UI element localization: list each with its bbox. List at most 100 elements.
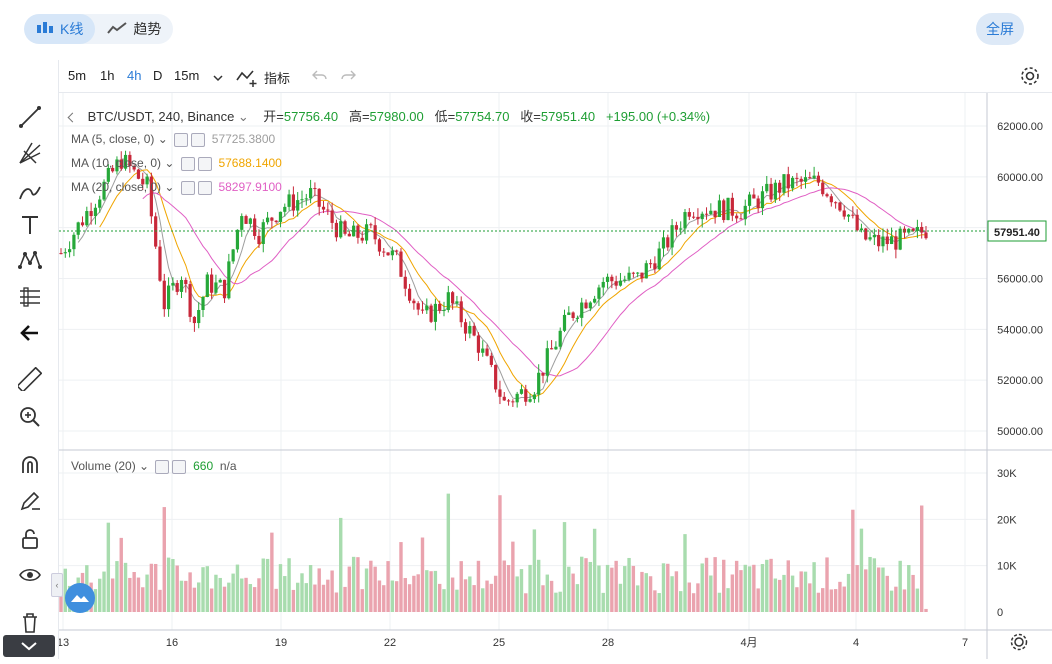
volume-bar: [644, 573, 648, 612]
chevron-down-icon[interactable]: [212, 70, 224, 88]
volume-bar: [265, 558, 270, 612]
symbol-name[interactable]: BTC/USDT, 240, Binance: [87, 109, 235, 124]
volume-label[interactable]: Volume (20): [71, 459, 136, 473]
time-axis-label: 4: [853, 637, 859, 649]
close-icon[interactable]: [197, 180, 212, 195]
fullscreen-button[interactable]: 全屏: [976, 13, 1024, 45]
candle-body: [347, 233, 351, 237]
candle-body: [834, 202, 838, 204]
high-value: 57980.00: [369, 109, 424, 124]
volume-bar: [902, 589, 907, 612]
ma5-label[interactable]: MA (5, close, 0): [71, 132, 155, 146]
ma5-line: [77, 163, 927, 400]
volume-bar: [799, 571, 803, 612]
text-tool-icon[interactable]: [14, 212, 46, 238]
collapse-sidebar-button[interactable]: [3, 635, 55, 657]
scroll-left-button[interactable]: ‹: [51, 573, 63, 597]
volume-bar: [730, 574, 735, 612]
candle-body: [132, 166, 136, 170]
candle-body: [93, 207, 98, 217]
volume-bar: [584, 558, 588, 612]
unlock-icon[interactable]: [14, 526, 46, 552]
line-tool-icon[interactable]: [14, 104, 46, 130]
candle-body: [760, 191, 765, 209]
volume-bar: [571, 573, 575, 612]
projection-tool-icon[interactable]: [14, 284, 46, 310]
ma20-label[interactable]: MA (20, close, 0): [71, 180, 162, 194]
volume-bar: [102, 571, 106, 612]
volume-bar: [141, 587, 145, 612]
interval-4h[interactable]: 4h: [127, 68, 142, 83]
close-icon[interactable]: [172, 459, 187, 474]
volume-bar: [382, 585, 386, 612]
candle-body: [59, 253, 63, 255]
eye-toggle-icon[interactable]: [180, 156, 195, 171]
close-icon[interactable]: [197, 156, 212, 171]
eye-toggle-icon[interactable]: [174, 132, 189, 147]
volume-bar: [373, 566, 377, 612]
undo-icon[interactable]: [312, 69, 328, 88]
candle-body: [618, 280, 623, 286]
ma10-label[interactable]: MA (10, close, 0): [71, 156, 162, 170]
eye-toggle-icon[interactable]: [155, 459, 170, 474]
interval-15m[interactable]: 15m: [174, 68, 200, 83]
change-value: +195.00 (+0.34%): [605, 109, 711, 124]
candle-body: [562, 314, 567, 331]
tab-trend[interactable]: 趋势: [95, 14, 173, 44]
interval-1h[interactable]: 1h: [100, 68, 115, 83]
candle-body: [102, 181, 106, 200]
candle-body: [528, 399, 532, 402]
stay-drawing-icon[interactable]: [14, 488, 46, 514]
candle-body: [709, 210, 713, 215]
volume-bar: [123, 562, 128, 612]
volume-bar: [308, 565, 313, 612]
ma10-value: 57688.1400: [218, 156, 282, 170]
interval-d[interactable]: D: [153, 68, 163, 83]
volume-bar: [541, 585, 545, 612]
interval-5m[interactable]: 5m: [68, 68, 87, 83]
volume-bar: [145, 574, 149, 612]
eye-icon[interactable]: [14, 562, 46, 588]
candle-body: [72, 234, 76, 250]
chart-mode-toggle: K线 趋势: [24, 14, 174, 44]
candlestick-chart[interactable]: 62000.0060000.0058000.0056000.0054000.00…: [57, 93, 1052, 659]
candle-body: [511, 401, 515, 403]
indicators-button[interactable]: 指标: [264, 71, 291, 86]
settings-gear-icon[interactable]: [1019, 65, 1041, 92]
candle-body: [291, 194, 295, 211]
candle-body: [545, 348, 549, 376]
trash-icon[interactable]: [14, 610, 46, 636]
chevron-icon: [67, 112, 78, 123]
pattern-tool-icon[interactable]: [14, 248, 46, 274]
redo-icon[interactable]: [340, 69, 356, 88]
candle-body: [700, 213, 704, 220]
settings-bottom-icon[interactable]: [1010, 633, 1028, 651]
candle-body: [210, 274, 214, 293]
volume-bar: [726, 588, 730, 612]
indicators-icon[interactable]: [236, 66, 260, 93]
zoom-in-icon[interactable]: [14, 404, 46, 430]
back-arrow-icon[interactable]: [14, 320, 46, 346]
fib-fan-icon[interactable]: [14, 140, 46, 166]
volume-bar: [709, 575, 713, 612]
candle-body: [554, 346, 558, 350]
candle-body: [549, 348, 554, 350]
magnet-icon[interactable]: [14, 452, 46, 478]
volume-bar: [786, 560, 790, 612]
volume-legend: Volume (20) ⌄ 660 n/a: [71, 459, 237, 474]
brush-icon[interactable]: [14, 178, 46, 204]
candle-body: [412, 300, 416, 304]
candle-body: [838, 202, 842, 211]
volume-bar: [696, 583, 700, 612]
candle-body: [485, 348, 489, 356]
eye-toggle-icon[interactable]: [180, 180, 195, 195]
candle-body: [524, 389, 528, 402]
volume-bar: [635, 585, 640, 612]
chart-area[interactable]: 62000.0060000.0058000.0056000.0054000.00…: [51, 93, 1052, 659]
candle-body: [889, 236, 894, 245]
close-icon[interactable]: [191, 132, 206, 147]
tab-kline[interactable]: K线: [24, 14, 96, 44]
ruler-icon[interactable]: [14, 366, 46, 392]
volume-bar: [506, 565, 511, 612]
price-axis-label: 50000.00: [997, 426, 1043, 438]
